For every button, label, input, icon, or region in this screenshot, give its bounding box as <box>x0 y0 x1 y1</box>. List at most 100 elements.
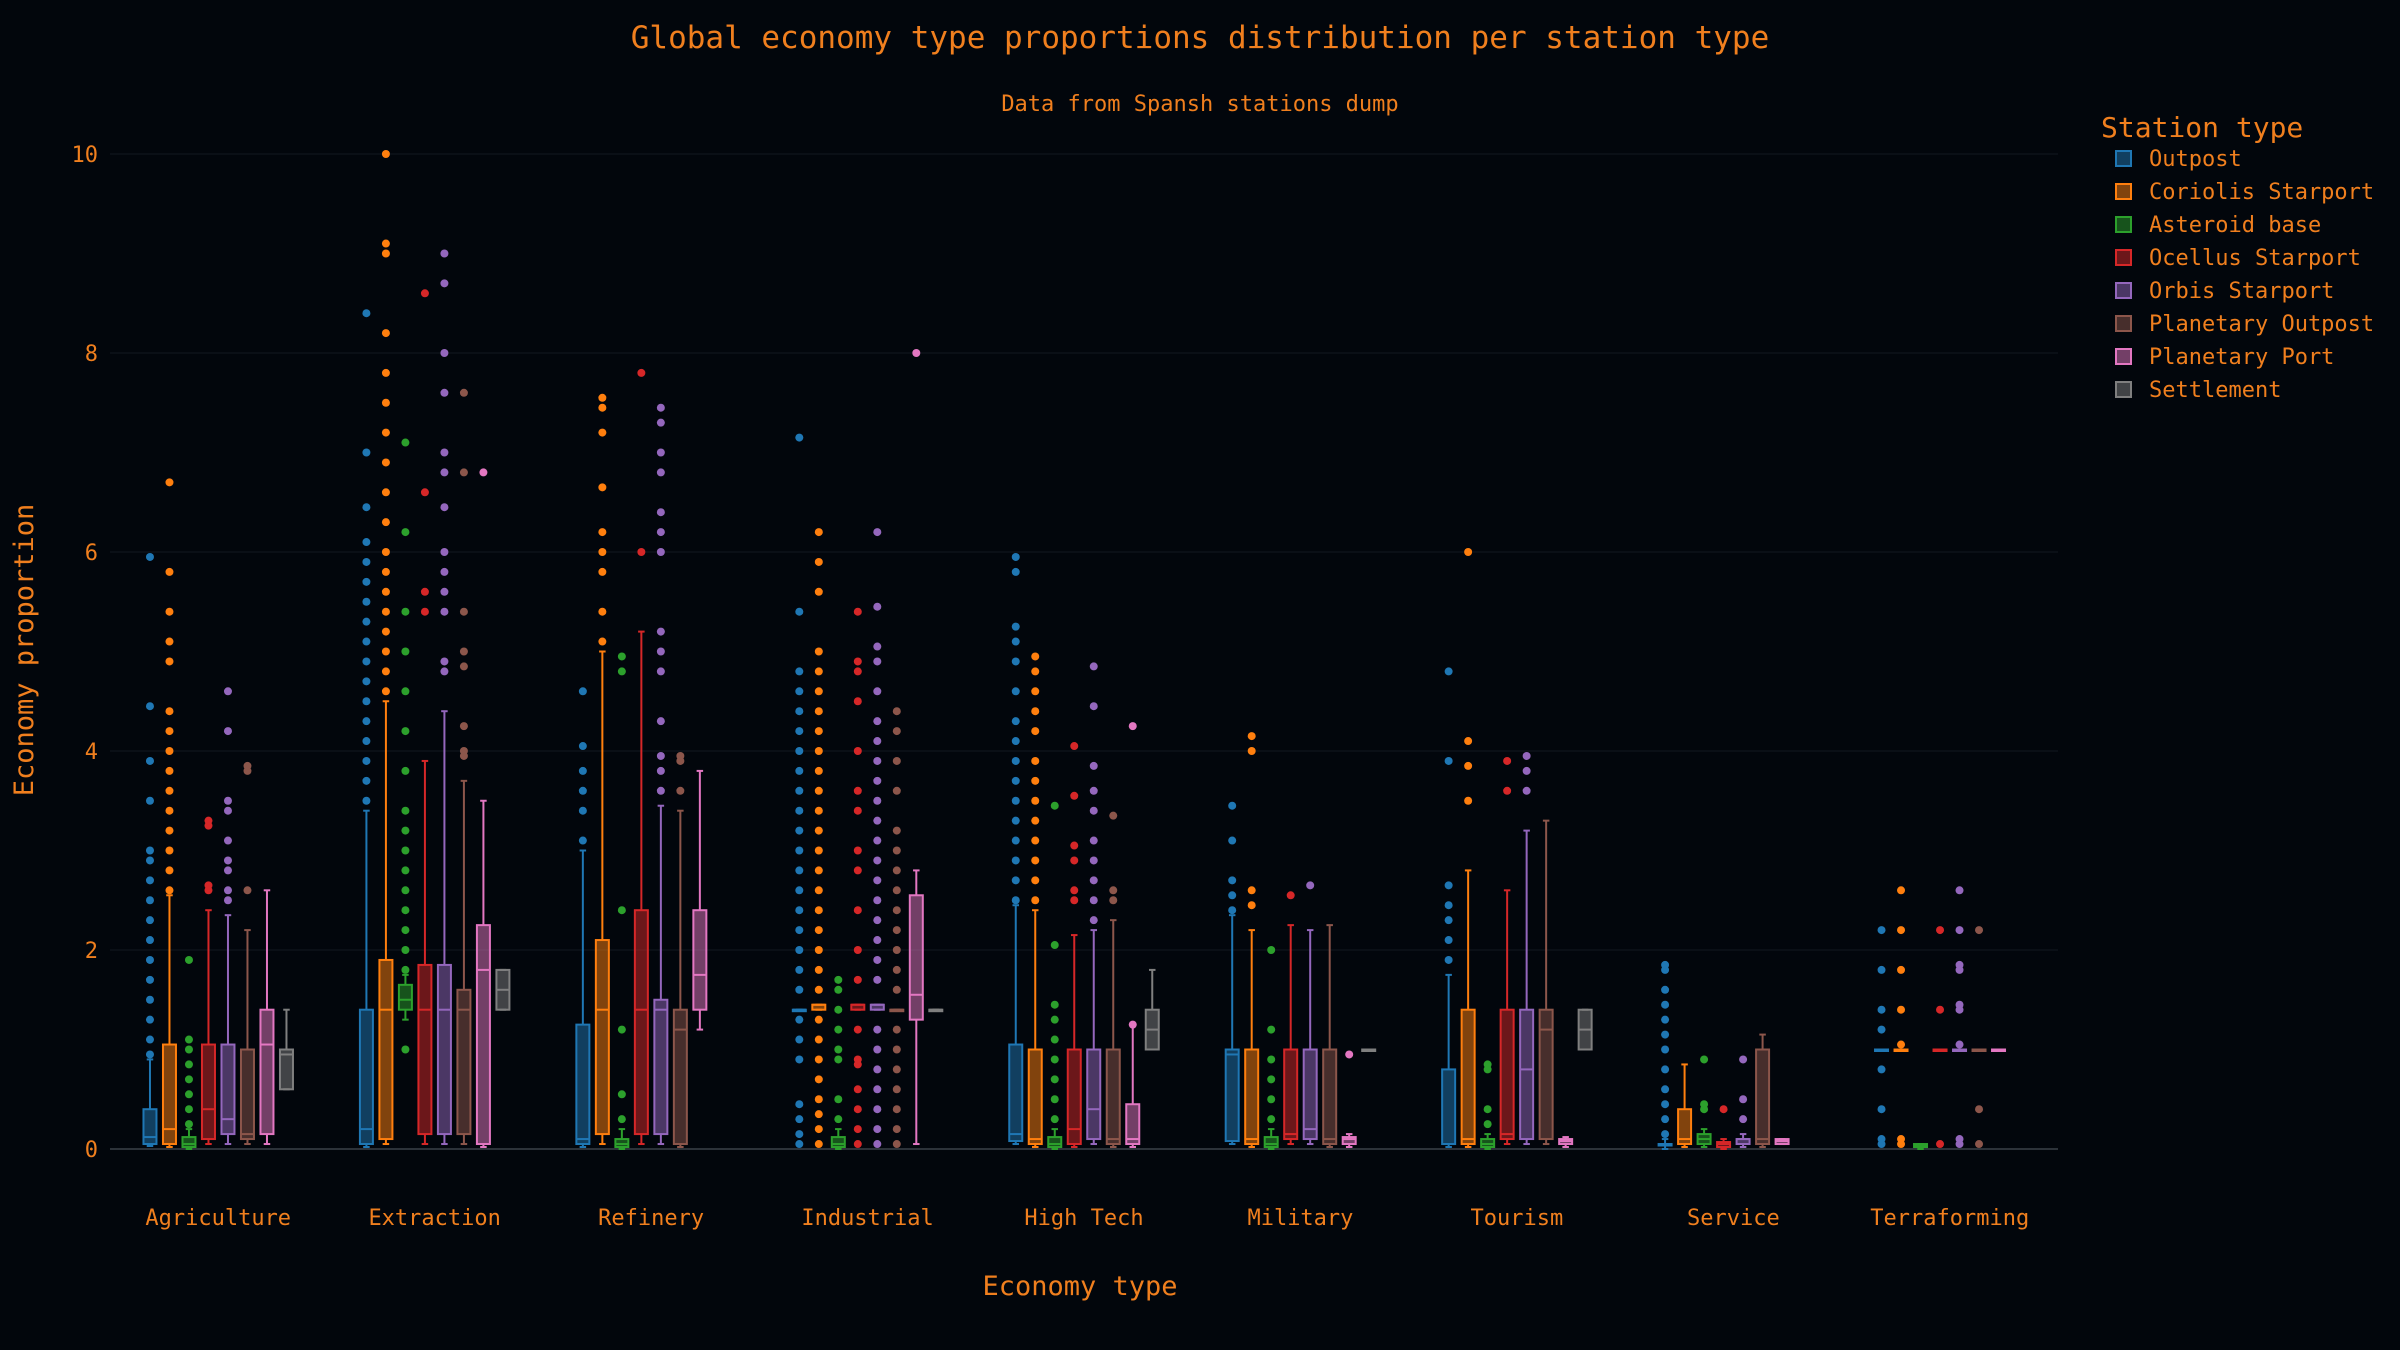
series-planetary-port <box>259 349 2007 1149</box>
box <box>1774 1138 1790 1146</box>
box <box>1008 552 1024 1146</box>
outlier-point <box>1050 1035 1059 1044</box>
outlier-point <box>223 836 232 845</box>
outlier-point <box>795 1100 804 1109</box>
outlier-point <box>814 528 823 537</box>
outlier-point <box>401 826 410 835</box>
outlier-point <box>795 433 804 442</box>
outlier-point <box>401 866 410 875</box>
x-tick-label: Terraforming <box>1870 1206 2029 1231</box>
outlier-point <box>362 448 371 457</box>
outlier-point <box>1955 926 1964 935</box>
outlier-point <box>814 557 823 566</box>
box-iqr <box>1027 1048 1043 1146</box>
outlier-point <box>1267 1075 1276 1084</box>
outlier-point <box>1109 896 1118 905</box>
outlier-point <box>598 393 607 402</box>
outlier-point <box>165 727 174 736</box>
box <box>1932 926 1948 1149</box>
outlier-point <box>1267 946 1276 954</box>
outlier-point <box>892 1045 901 1054</box>
outlier-point <box>362 617 371 626</box>
box <box>1027 652 1043 1149</box>
outlier-point <box>892 926 901 935</box>
outlier-point <box>1877 965 1886 974</box>
outlier-point <box>892 727 901 736</box>
y-axis-label: Economy proportion <box>9 504 40 797</box>
outlier-point <box>381 647 390 656</box>
series-outpost <box>142 309 1890 1150</box>
outlier-point <box>381 518 390 527</box>
outlier-point <box>1936 926 1945 935</box>
outlier-point <box>1031 856 1040 865</box>
outlier-point <box>795 1035 804 1044</box>
box <box>1735 1055 1751 1149</box>
outlier-point <box>145 995 154 1004</box>
outlier-point <box>795 1015 804 1024</box>
box-iqr <box>259 1008 275 1136</box>
box-iqr <box>456 988 472 1136</box>
outlier-point <box>1661 1030 1670 1039</box>
outlier-point <box>795 846 804 855</box>
outlier-point <box>873 1125 882 1134</box>
legend-label: Asteroid base <box>2149 213 2321 238</box>
outlier-point <box>1089 836 1098 845</box>
legend-item: Planetary Outpost <box>2115 312 2374 337</box>
outlier-point <box>165 886 174 895</box>
outlier-point <box>853 1125 862 1134</box>
outlier-point <box>381 428 390 437</box>
outlier-point <box>1444 955 1453 964</box>
outlier-point <box>440 468 449 477</box>
outlier-point <box>892 1105 901 1114</box>
box-iqr <box>830 1136 846 1149</box>
box <box>1499 756 1515 1146</box>
outlier-point <box>1089 896 1098 905</box>
legend-item: Outpost <box>2115 147 2242 172</box>
outlier-point <box>814 727 823 736</box>
box <box>1263 946 1279 1150</box>
outlier-point <box>656 647 665 656</box>
outlier-point <box>223 856 232 865</box>
outlier-point <box>1267 1055 1276 1064</box>
outlier-point <box>362 657 371 666</box>
outlier-point <box>656 403 665 412</box>
box <box>417 289 433 1146</box>
box-iqr <box>1047 1136 1063 1149</box>
outlier-point <box>795 687 804 696</box>
box <box>397 438 413 1054</box>
box <box>1893 886 1909 1149</box>
outlier-point <box>459 662 468 671</box>
outlier-point <box>1936 1140 1945 1149</box>
chart-title: Global economy type proportions distribu… <box>631 20 1769 56</box>
outlier-point <box>1877 1025 1886 1034</box>
box-iqr <box>594 939 610 1136</box>
box-iqr <box>1224 1048 1240 1143</box>
outlier-point <box>243 761 252 770</box>
box-iqr <box>220 1043 236 1136</box>
outlier-point <box>184 1120 193 1129</box>
outlier-point <box>1011 756 1020 765</box>
outlier-point <box>853 1105 862 1114</box>
outlier-point <box>1050 801 1059 810</box>
outlier-point <box>892 1085 901 1094</box>
outlier-point <box>795 1055 804 1064</box>
outlier-point <box>814 985 823 994</box>
box-iqr <box>1441 1068 1457 1146</box>
box <box>475 468 491 1149</box>
y-tick-label: 10 <box>72 143 99 168</box>
chart-subtitle: Data from Spansh stations dump <box>1001 92 1398 117</box>
outlier-point <box>814 667 823 676</box>
outlier-point <box>1955 1135 1964 1144</box>
outlier-point <box>1522 786 1531 795</box>
outlier-point <box>656 627 665 636</box>
legend-label: Settlement <box>2149 378 2281 403</box>
outlier-point <box>1483 1060 1492 1069</box>
outlier-point <box>381 249 390 258</box>
outlier-point <box>1444 881 1453 890</box>
outlier-point <box>1444 916 1453 925</box>
outlier-point <box>873 756 882 765</box>
box <box>830 975 846 1150</box>
outlier-point <box>401 846 410 855</box>
outlier-point <box>184 1035 193 1044</box>
outlier-point <box>1247 747 1256 755</box>
